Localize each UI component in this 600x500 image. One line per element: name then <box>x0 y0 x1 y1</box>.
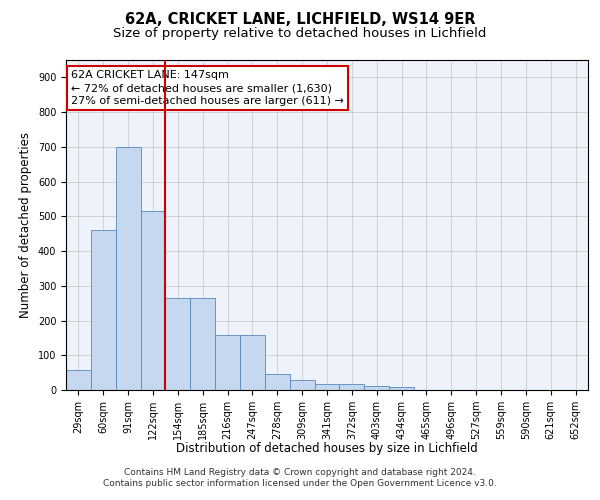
Bar <box>389 386 414 390</box>
Bar <box>91 230 116 390</box>
Bar <box>215 336 240 390</box>
Bar <box>290 380 314 390</box>
Text: Contains HM Land Registry data © Crown copyright and database right 2024.
Contai: Contains HM Land Registry data © Crown c… <box>103 468 497 487</box>
Text: 62A CRICKET LANE: 147sqm
← 72% of detached houses are smaller (1,630)
27% of sem: 62A CRICKET LANE: 147sqm ← 72% of detach… <box>71 70 344 106</box>
Bar <box>314 384 340 390</box>
Y-axis label: Number of detached properties: Number of detached properties <box>19 132 32 318</box>
Bar <box>66 370 91 390</box>
Bar <box>240 336 265 390</box>
Bar <box>166 298 190 390</box>
X-axis label: Distribution of detached houses by size in Lichfield: Distribution of detached houses by size … <box>176 442 478 455</box>
Bar <box>190 298 215 390</box>
Bar <box>340 384 364 390</box>
Bar <box>265 374 290 390</box>
Text: Size of property relative to detached houses in Lichfield: Size of property relative to detached ho… <box>113 28 487 40</box>
Bar <box>116 147 140 390</box>
Text: 62A, CRICKET LANE, LICHFIELD, WS14 9ER: 62A, CRICKET LANE, LICHFIELD, WS14 9ER <box>125 12 475 28</box>
Bar <box>140 211 166 390</box>
Bar <box>364 386 389 390</box>
